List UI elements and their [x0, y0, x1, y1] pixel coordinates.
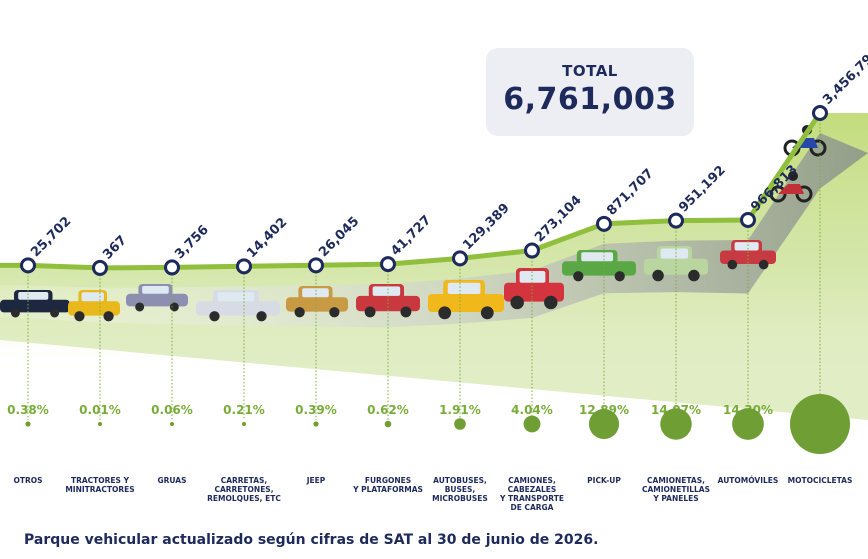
total-box: TOTAL 6,761,003 — [486, 48, 694, 136]
category-label-2: GRUAS — [158, 476, 187, 485]
value-label-1: 367 — [100, 233, 130, 263]
vehicle-otros — [0, 290, 70, 318]
percent-dot-5 — [384, 420, 392, 428]
vehicle-moto-red — [769, 171, 813, 203]
area-band-inner — [0, 113, 868, 420]
road — [0, 133, 868, 328]
marker-5 — [380, 256, 396, 273]
percent-label-5: 0.62% — [367, 403, 409, 417]
value-label-2: 3,756 — [172, 223, 212, 263]
percent-dot-8 — [588, 408, 620, 440]
percent-dot-4 — [313, 421, 319, 427]
percent-dot-3 — [242, 422, 246, 426]
percent-label-7: 4.04% — [511, 403, 553, 417]
value-label-5: 41,727 — [388, 213, 434, 259]
category-label-5: FURGONES Y PLATAFORMAS — [352, 476, 423, 494]
total-value: 6,761,003 — [503, 82, 677, 117]
marker-11 — [812, 105, 828, 121]
percent-label-1: 0.01% — [79, 403, 121, 417]
total-label: TOTAL — [562, 62, 618, 80]
marker-0 — [20, 257, 36, 274]
percent-dot-2 — [170, 422, 174, 426]
percent-dot-6 — [454, 418, 466, 430]
marker-8 — [596, 215, 612, 232]
vehicle-pickup — [562, 250, 636, 282]
percent-label-3: 0.21% — [223, 403, 265, 417]
marker-3 — [236, 258, 252, 275]
percent-dot-11 — [790, 394, 850, 454]
category-label-6: AUTOBUSES, BUSES, MICROBUSES — [432, 476, 488, 503]
category-label-0: OTROS — [13, 476, 42, 485]
percent-label-4: 0.39% — [295, 403, 337, 417]
vehicle-autobus — [428, 280, 504, 320]
marker-6 — [452, 250, 468, 267]
vehicle-jeep — [286, 286, 348, 318]
marker-1 — [92, 259, 108, 276]
marker-7 — [524, 242, 540, 259]
category-label-9: CAMIONETAS, CAMIONETILLAS Y PANELES — [642, 476, 710, 503]
footer-note: Parque vehicular actualizado según cifra… — [24, 532, 599, 548]
marker-10 — [740, 212, 756, 228]
category-label-1: TRACTORES Y MINITRACTORES — [65, 476, 134, 494]
marker-9 — [668, 212, 684, 229]
value-label-11: 3,456,799 — [820, 45, 868, 107]
marker-2 — [164, 259, 180, 276]
category-label-7: CAMIONES, CABEZALES Y TRANSPORTE DE CARGA — [499, 476, 564, 512]
percent-label-6: 1.91% — [439, 403, 481, 417]
value-label-6: 129,389 — [460, 201, 512, 253]
percent-label-0: 0.38% — [7, 403, 49, 417]
value-label-4: 26,045 — [316, 214, 362, 260]
value-label-3: 14,402 — [244, 215, 290, 261]
category-label-11: MOTOCICLETAS — [788, 476, 853, 485]
percent-dot-1 — [98, 422, 102, 426]
vehicle-automovil — [720, 240, 776, 270]
percent-label-2: 0.06% — [151, 403, 193, 417]
percent-dot-7 — [523, 415, 541, 433]
percent-dot-10 — [732, 408, 764, 440]
value-label-9: 951,192 — [676, 163, 728, 215]
vehicle-camion — [504, 268, 564, 310]
percent-dot-0 — [25, 421, 31, 427]
category-label-8: PICK-UP — [587, 476, 621, 485]
vehicle-carreta — [196, 290, 280, 322]
category-label-4: JEEP — [306, 476, 326, 485]
category-label-3: CARRETAS, CARRETONES, REMOLQUES, ETC — [207, 476, 281, 503]
category-label-10: AUTOMÓVILES — [718, 476, 779, 485]
value-label-8: 871,707 — [604, 166, 656, 218]
value-label-0: 25,702 — [28, 214, 74, 260]
percent-dot-9 — [660, 408, 692, 440]
marker-4 — [308, 257, 324, 274]
